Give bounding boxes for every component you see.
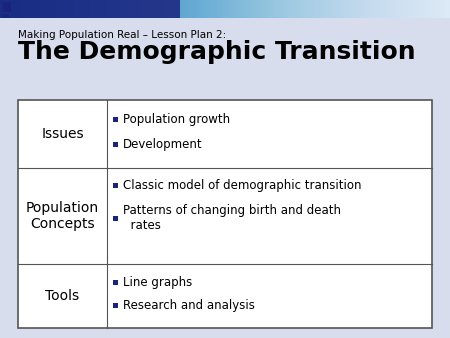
Text: Tools: Tools <box>45 289 80 303</box>
Bar <box>112 183 117 188</box>
Text: Patterns of changing birth and death
  rates: Patterns of changing birth and death rat… <box>123 204 341 232</box>
Bar <box>112 280 117 285</box>
Bar <box>112 142 117 147</box>
Text: Development: Development <box>123 138 202 151</box>
Bar <box>0 0 180 18</box>
Text: Line graphs: Line graphs <box>123 275 192 289</box>
Text: Population
Concepts: Population Concepts <box>26 201 99 232</box>
Text: The Demographic Transition: The Demographic Transition <box>18 40 416 64</box>
Bar <box>3 2 11 12</box>
Bar <box>18 100 432 328</box>
Text: Research and analysis: Research and analysis <box>123 299 255 312</box>
Text: Classic model of demographic transition: Classic model of demographic transition <box>123 179 361 192</box>
Text: Making Population Real – Lesson Plan 2:: Making Population Real – Lesson Plan 2: <box>18 30 226 40</box>
Bar <box>112 117 117 122</box>
Bar <box>112 303 117 308</box>
Text: Population growth: Population growth <box>123 113 230 126</box>
Text: Issues: Issues <box>41 127 84 141</box>
Bar <box>112 216 117 221</box>
Bar <box>3 14 9 18</box>
